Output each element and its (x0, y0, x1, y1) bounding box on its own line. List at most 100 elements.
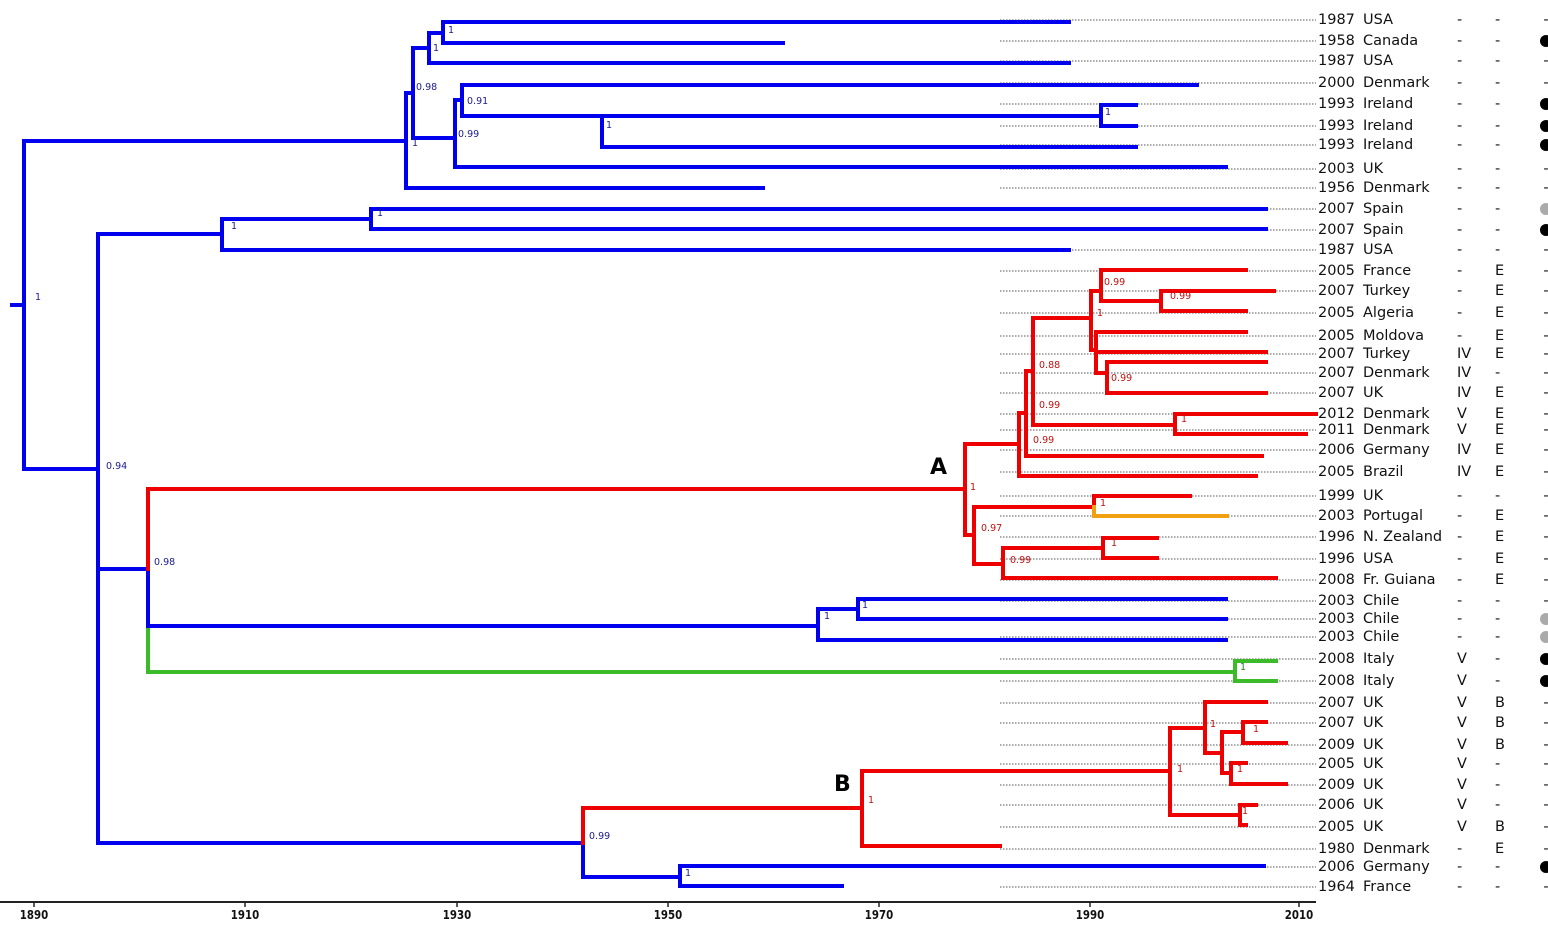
tip-genotype: - (1495, 137, 1501, 153)
tip-country: Germany (1363, 442, 1430, 458)
tip-marker-none: - (1531, 305, 1548, 321)
tip-serotype: - (1457, 118, 1463, 134)
tip-country: USA (1363, 12, 1394, 28)
tip-genotype: - (1495, 611, 1501, 627)
tip-row: 2005 France - E - (1318, 262, 1548, 280)
tip-marker-none: - (1531, 797, 1548, 813)
tip-serotype: - (1457, 611, 1463, 627)
tip-country: Ireland (1363, 96, 1414, 112)
tip-country: UK (1363, 797, 1384, 813)
tip-row: 1987 USA - - - (1318, 52, 1548, 70)
tip-row: 2005 Brazil IV E - (1318, 463, 1548, 481)
tip-year: 2006 (1318, 797, 1355, 813)
tip-country: France (1363, 879, 1412, 895)
tip-year: 2007 (1318, 695, 1355, 711)
tip-genotype: - (1495, 756, 1501, 772)
tip-serotype: - (1457, 137, 1463, 153)
axis-tick-label: 1930 (442, 908, 472, 922)
tip-year: 2003 (1318, 508, 1355, 524)
support-value: 1 (231, 221, 238, 232)
support-value: 0.99 (1111, 373, 1133, 384)
tip-year: 2007 (1318, 283, 1355, 299)
tip-country: Spain (1363, 201, 1404, 217)
support-value: 1 (868, 795, 875, 806)
tip-year: 2007 (1318, 222, 1355, 238)
tip-country: Turkey (1363, 346, 1411, 362)
black-dot-icon (1540, 861, 1548, 873)
tip-genotype: B (1495, 715, 1505, 731)
tip-genotype: - (1495, 161, 1501, 177)
tip-row: 2003 Chile - - (1318, 628, 1548, 646)
tip-serotype: - (1457, 161, 1463, 177)
tip-year: 2008 (1318, 651, 1355, 667)
tip-year: 2012 (1318, 406, 1355, 422)
support-value: 1 (1105, 107, 1112, 118)
tip-serotype: V (1457, 422, 1467, 438)
support-value: 1 (377, 208, 384, 219)
clade-label-a: A (930, 455, 948, 480)
tip-genotype: - (1495, 651, 1501, 667)
tip-year: 2003 (1318, 161, 1355, 177)
support-value: 1 (35, 292, 42, 303)
tip-marker-dot-icon (1531, 653, 1548, 665)
tip-genotype: E (1495, 346, 1505, 362)
tip-genotype: - (1495, 53, 1501, 69)
tip-serotype: - (1457, 859, 1463, 875)
tip-row: 2000 Denmark - - - (1318, 74, 1548, 92)
tip-country: Portugal (1363, 508, 1424, 524)
tip-country: UK (1363, 819, 1384, 835)
tip-genotype: - (1495, 593, 1501, 609)
black-dot-icon (1540, 653, 1548, 665)
tip-row: 2007 Turkey IV E - (1318, 345, 1548, 363)
gray-dot-icon (1540, 631, 1548, 643)
tip-country: UK (1363, 777, 1384, 793)
tip-marker-none: - (1531, 365, 1548, 381)
tip-serotype: V (1457, 406, 1467, 422)
support-value: 1 (862, 600, 869, 611)
tip-genotype: - (1495, 365, 1501, 381)
tip-marker-dot-icon (1531, 675, 1548, 687)
tip-year: 1996 (1318, 551, 1355, 567)
time-axis (0, 901, 1316, 907)
gray-dot-icon (1540, 203, 1548, 215)
tip-row: 1993 Ireland - - (1318, 95, 1548, 113)
tip-row: 2008 Italy V - (1318, 650, 1548, 668)
tip-row: 1993 Ireland - - (1318, 117, 1548, 135)
support-value: 1 (412, 138, 419, 149)
tip-marker-dot-icon (1531, 861, 1548, 873)
tip-genotype: - (1495, 75, 1501, 91)
tree-branches (10, 20, 1318, 888)
tip-marker-none: - (1531, 737, 1548, 753)
tip-serotype: - (1457, 879, 1463, 895)
tip-country: Algeria (1363, 305, 1414, 321)
tip-row: 2007 Spain - - (1318, 221, 1548, 239)
support-value: 0.99 (458, 129, 480, 140)
tip-serotype: IV (1457, 442, 1472, 458)
tip-row: 1958 Canada - - (1318, 32, 1548, 50)
tip-serotype: V (1457, 819, 1467, 835)
tip-genotype: E (1495, 283, 1505, 299)
tip-row: 2005 UK V B - (1318, 818, 1548, 836)
tip-year: 2005 (1318, 756, 1355, 772)
tip-row: 1964 France - - - (1318, 878, 1548, 896)
tip-marker-none: - (1531, 756, 1548, 772)
tip-country: Fr. Guiana (1363, 572, 1436, 588)
tip-genotype: E (1495, 305, 1505, 321)
tip-country: Italy (1363, 673, 1395, 689)
support-value: 0.91 (467, 96, 489, 107)
tip-serotype: - (1457, 12, 1463, 28)
tip-country: Turkey (1363, 283, 1411, 299)
tip-serotype: V (1457, 797, 1467, 813)
tip-genotype: B (1495, 737, 1505, 753)
tip-marker-none: - (1531, 777, 1548, 793)
tip-row: 2006 UK V - - (1318, 796, 1548, 814)
tip-serotype: IV (1457, 385, 1472, 401)
tip-leader-lines (1000, 19, 1316, 888)
support-value: 1 (1240, 662, 1247, 673)
tip-marker-none: - (1531, 385, 1548, 401)
black-dot-icon (1540, 35, 1548, 47)
axis-tick-label: 2010 (1284, 908, 1314, 922)
black-dot-icon (1540, 98, 1548, 110)
tip-row: 2005 UK V - - (1318, 755, 1548, 773)
